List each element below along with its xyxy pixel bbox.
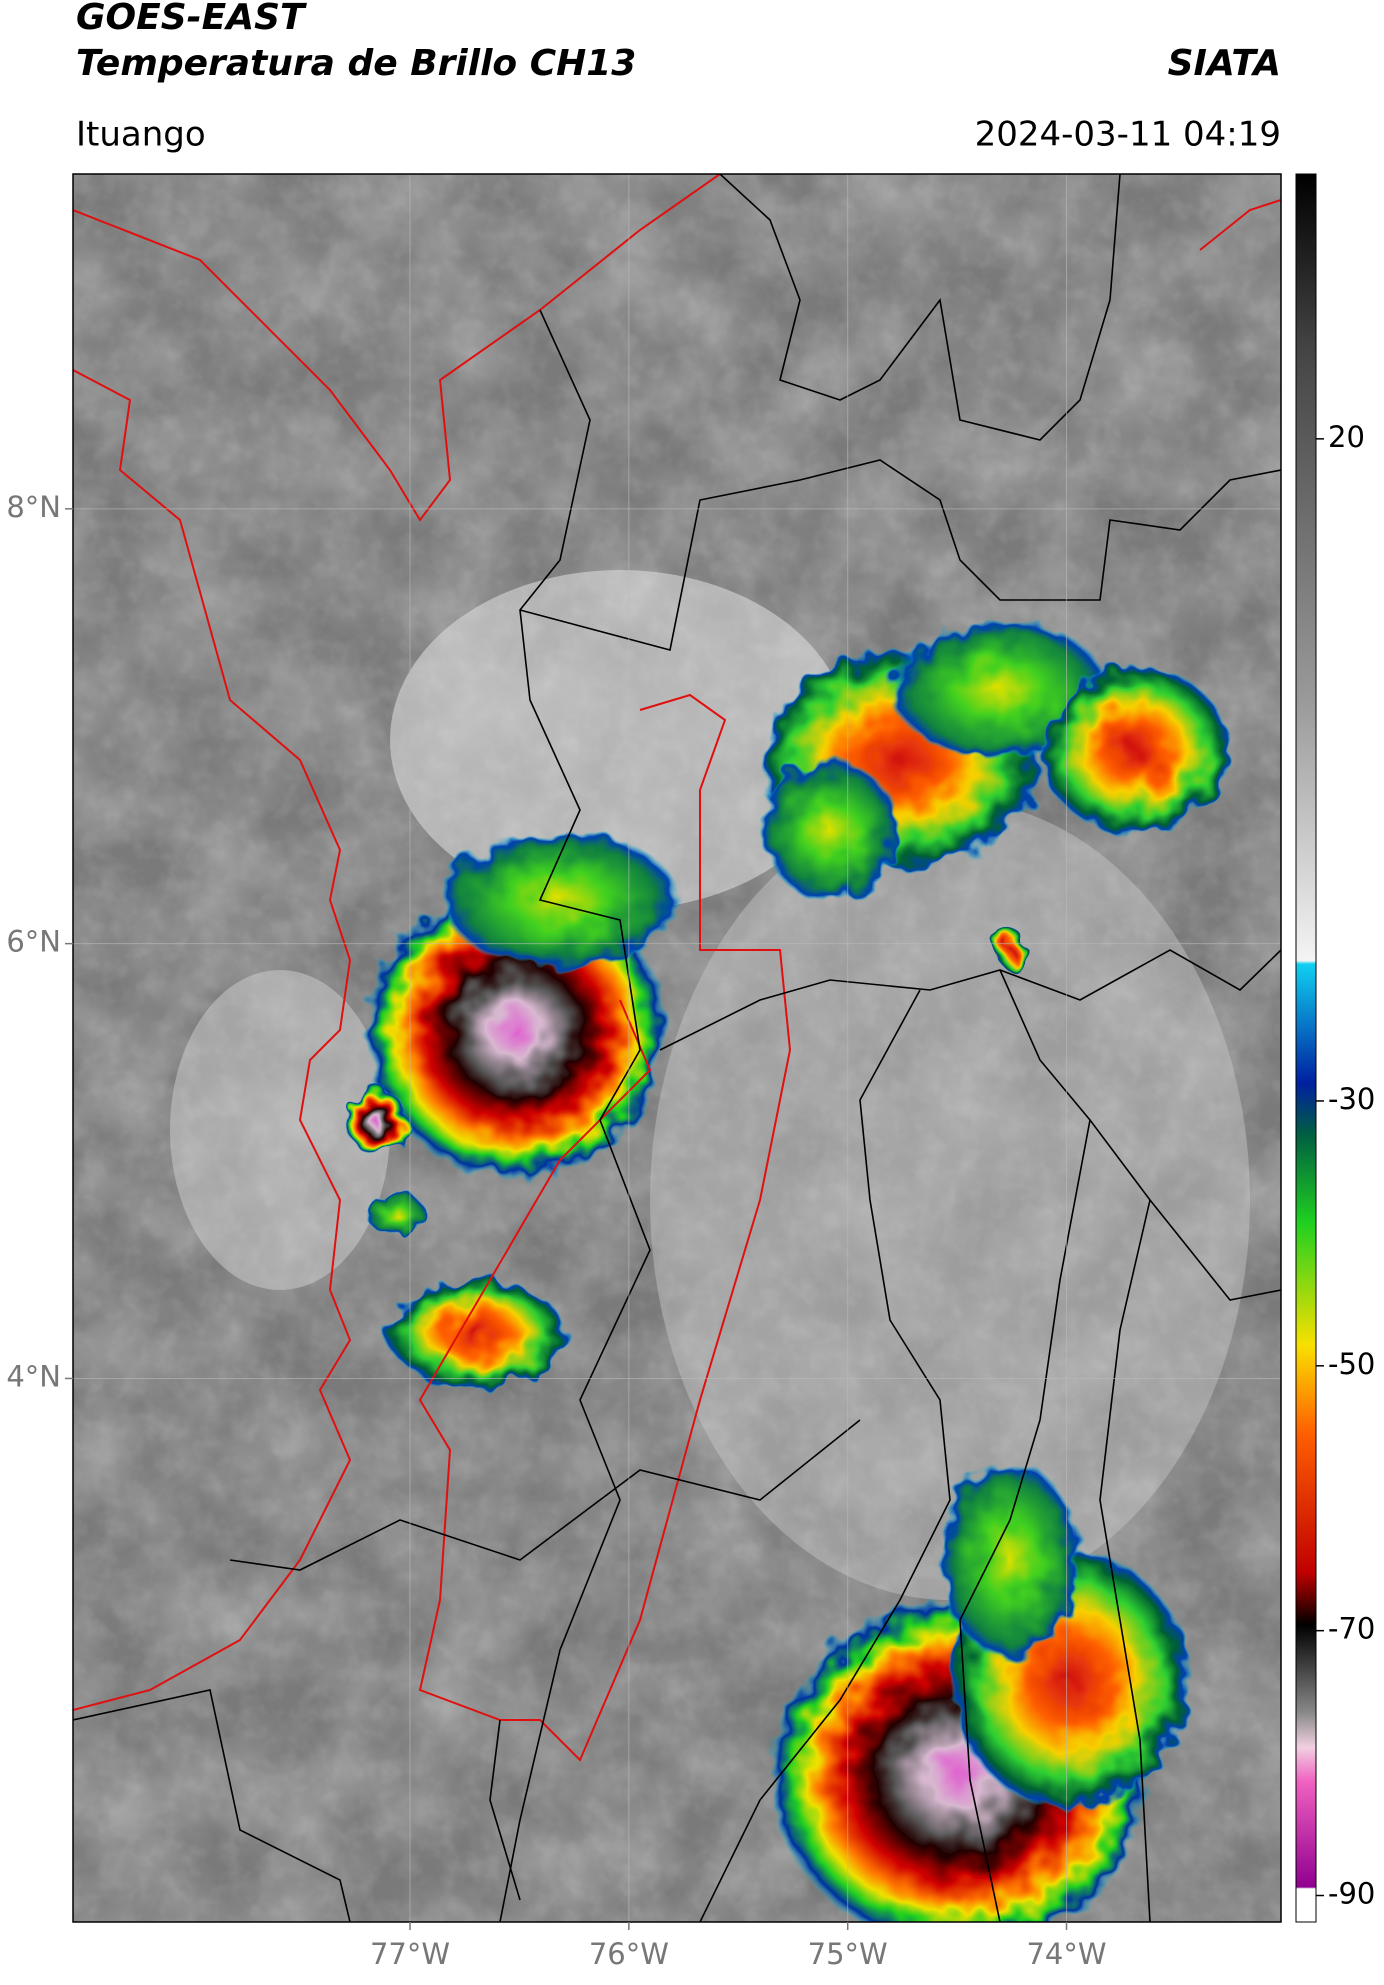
colorbar-tick-label: -70 (1328, 1612, 1375, 1646)
colorbar-tick-label: -50 (1328, 1347, 1375, 1381)
storm (345, 1090, 409, 1154)
colorbar (1295, 173, 1317, 1923)
admin-borders (73, 174, 1281, 1922)
storm (940, 1460, 1080, 1660)
storm (992, 930, 1028, 966)
storm (366, 1192, 426, 1236)
coastline (73, 174, 1281, 1762)
satellite-map (73, 174, 1281, 1922)
storms (345, 620, 1230, 1922)
lat-tick-label: 4°N (6, 1359, 61, 1393)
title-line2: Temperatura de Brillo CH13 (76, 43, 636, 84)
colorbar-tick-label: 20 (1328, 420, 1365, 454)
title-line1: GOES-EAST (76, 0, 307, 38)
lon-tick-label: 77°W (370, 1937, 450, 1971)
map-frame (72, 173, 1282, 1923)
storm (1040, 665, 1230, 835)
lon-tick-label: 74°W (1026, 1937, 1106, 1971)
storm (386, 1278, 566, 1388)
brand: SIATA (1168, 43, 1281, 84)
location: Ituango (76, 115, 206, 155)
lon-tick-label: 75°W (808, 1937, 888, 1971)
colorbar-tick-label: -30 (1328, 1082, 1375, 1116)
storm (760, 760, 900, 900)
colorbar-tick-label: -90 (1328, 1877, 1375, 1911)
graticule (73, 174, 1281, 1922)
storm (440, 830, 680, 970)
lat-tick-label: 6°N (6, 925, 61, 959)
datetime: 2024-03-11 04:19 (975, 115, 1281, 155)
lat-tick-label: 8°N (6, 490, 61, 524)
lon-tick-label: 76°W (589, 1937, 669, 1971)
